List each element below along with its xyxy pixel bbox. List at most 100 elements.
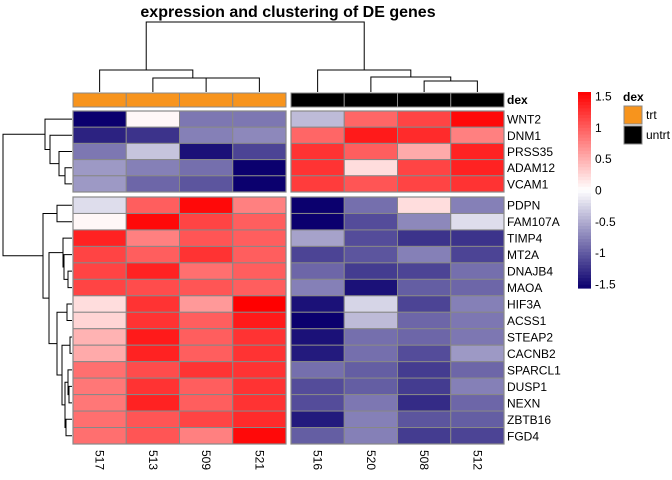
heatmap-cell <box>179 344 234 363</box>
heatmap-cell <box>125 328 180 346</box>
heatmap-cell <box>343 295 398 313</box>
heatmap-cell <box>179 175 234 193</box>
color-legend-step <box>578 183 591 188</box>
color-legend-step <box>578 209 591 214</box>
heatmap-cell <box>343 262 398 280</box>
color-legend-step <box>578 222 591 227</box>
heatmap-cell <box>450 245 505 264</box>
heatmap-cell <box>72 159 127 177</box>
color-legend-step <box>578 248 591 253</box>
heatmap-cell <box>290 212 345 231</box>
heatmap-cell <box>450 427 505 445</box>
heatmap-cell <box>450 142 505 161</box>
heatmap-cell <box>290 361 345 379</box>
heatmap-cell <box>232 110 287 128</box>
heatmap-cell <box>290 311 345 330</box>
heatmap-cell <box>290 175 345 193</box>
heatmap-cell <box>72 410 127 429</box>
heatmap-cell <box>397 212 452 231</box>
heatmap-cell <box>343 175 398 193</box>
heatmap-cell <box>290 344 345 363</box>
heatmap-cell <box>397 344 452 363</box>
column-label: 508 <box>417 450 431 470</box>
heatmap-cell <box>72 212 127 231</box>
heatmap-cell <box>343 344 398 363</box>
color-legend-step <box>578 167 591 171</box>
heatmap-cell <box>179 377 234 396</box>
heatmap-cell <box>450 212 505 231</box>
dendrogram-branch <box>56 204 72 223</box>
heatmap-cell <box>450 126 505 144</box>
row-label: PRSS35 <box>507 145 553 159</box>
row-label: NEXN <box>507 396 540 410</box>
heatmap-cell <box>397 427 452 445</box>
heatmap-cell <box>232 410 287 429</box>
heatmap-cell <box>179 295 234 313</box>
color-legend-tick: 0.5 <box>595 152 612 166</box>
color-legend-step <box>578 137 591 142</box>
color-legend-step <box>578 105 591 109</box>
heatmap-cell <box>72 142 127 161</box>
heatmap-cell <box>179 196 234 214</box>
column-label: 512 <box>470 450 484 470</box>
heatmap-cell <box>232 311 287 330</box>
heatmap-cell <box>179 159 234 177</box>
row-label: PDPN <box>507 199 540 213</box>
heatmap-cell <box>232 427 287 445</box>
heatmap-cell <box>125 344 180 363</box>
heatmap-cell <box>290 110 345 128</box>
color-legend-step <box>578 114 591 119</box>
heatmap-cell <box>125 311 180 330</box>
dex-annotation-bar <box>72 92 505 108</box>
heatmap-cell <box>232 126 287 144</box>
heatmap-cell <box>125 295 180 313</box>
color-legend-step <box>578 281 591 286</box>
row-label: ACSS1 <box>507 314 547 328</box>
heatmap-cell <box>179 410 234 429</box>
color-legend-step <box>578 258 591 263</box>
heatmap-cell <box>125 278 180 297</box>
heatmap-cell <box>290 278 345 297</box>
color-legend-step <box>578 196 591 201</box>
heatmap-cell <box>450 377 505 396</box>
heatmap-cell <box>125 159 180 177</box>
dex-legend-title: dex <box>623 90 644 104</box>
dendrogram-branch <box>152 77 233 92</box>
dendrogram-branch <box>370 76 452 92</box>
color-legend-step <box>578 108 591 113</box>
heatmap-cell <box>72 278 127 297</box>
heatmap-cell <box>179 278 234 297</box>
annotation-cell <box>232 92 287 108</box>
heatmap-cell <box>179 126 234 144</box>
heatmap-cell <box>397 361 452 379</box>
color-legend-step <box>578 134 591 139</box>
heatmap-cell <box>397 410 452 429</box>
color-legend-step <box>578 252 591 256</box>
heatmap-cell <box>450 311 505 330</box>
color-legend-step <box>578 255 591 260</box>
annotation-cell <box>343 92 398 108</box>
color-legend-step <box>578 232 591 237</box>
annotation-cell <box>290 92 345 108</box>
heatmap-cell <box>232 394 287 412</box>
dendrogram-branch <box>67 270 72 289</box>
heatmap-cell <box>232 328 287 346</box>
color-legend-tick: -0.5 <box>595 215 616 229</box>
heatmap-cell <box>290 142 345 161</box>
heatmap-cell <box>397 159 452 177</box>
heatmap-cell <box>179 427 234 445</box>
row-label: MT2A <box>507 248 539 262</box>
heatmap-cell <box>179 311 234 330</box>
color-legend-step <box>578 121 591 126</box>
heatmap-cell <box>179 361 234 379</box>
color-scale-legend: 1.5 1 0.5 0 -0.5 -1 -1.5 <box>578 90 616 292</box>
heatmap-cell <box>125 212 180 231</box>
color-legend-step <box>578 212 591 217</box>
row-label: ZBTB16 <box>507 413 551 427</box>
heatmap-cell <box>232 245 287 264</box>
color-legend-tick: 1 <box>595 121 602 135</box>
annotation-cell <box>179 92 234 108</box>
heatmap-cell <box>397 311 452 330</box>
dendrogram-root <box>145 21 365 70</box>
